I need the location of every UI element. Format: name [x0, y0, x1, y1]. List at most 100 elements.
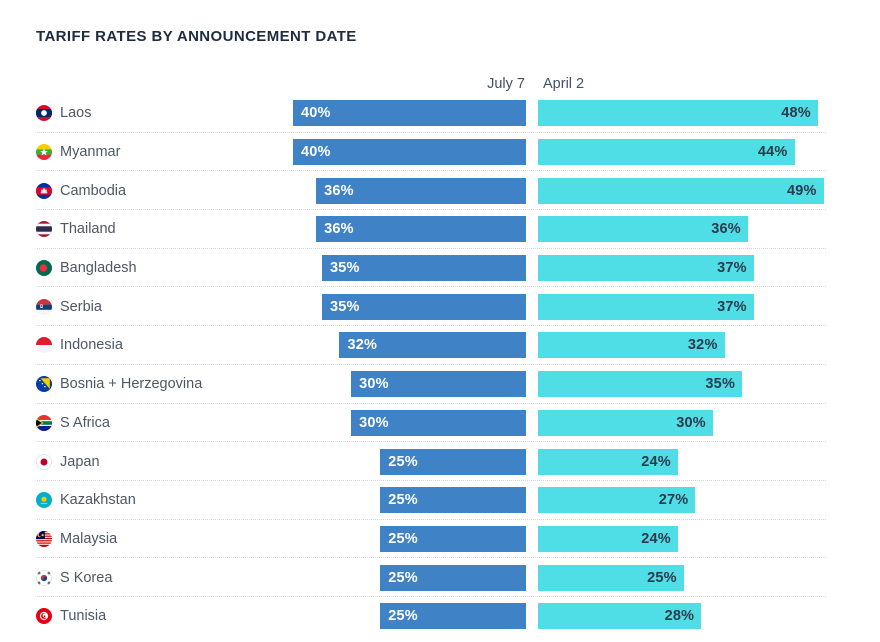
thailand-flag-icon	[36, 221, 52, 238]
july7-bar: 35%	[321, 255, 526, 282]
april2-bar: 25%	[538, 564, 684, 591]
april2-bar: 48%	[538, 100, 818, 127]
july7-bar: 25%	[380, 564, 526, 591]
country-cell: S Korea	[36, 569, 281, 586]
s-korea-flag-icon	[36, 569, 52, 586]
april2-bar: 49%	[538, 177, 824, 204]
july7-bar: 40%	[293, 139, 526, 166]
april2-bar: 44%	[538, 139, 795, 166]
country-label: Japan	[60, 453, 100, 470]
tunisia-flag-icon	[36, 608, 52, 625]
april2-bar: 37%	[538, 293, 754, 320]
july7-value-label: 30%	[359, 376, 389, 393]
july7-value-label: 35%	[329, 260, 360, 277]
country-cell: Laos	[36, 105, 281, 122]
country-cell: Bangladesh	[36, 260, 281, 277]
s-korea-flag-icon	[36, 569, 52, 586]
japan-flag-icon	[36, 453, 52, 470]
myanmar-flag-icon	[36, 144, 52, 161]
country-cell: Bosnia + Herzegovina	[36, 376, 281, 393]
july7-value-label: 25%	[388, 569, 418, 586]
row-japan: Japan 25% 24%	[36, 442, 880, 481]
row-thailand: Thailand 36% 36%	[36, 210, 880, 249]
laos-flag-icon	[36, 105, 52, 122]
july7-bar: 25%	[380, 603, 526, 630]
series-header-july7: July 7	[487, 76, 525, 92]
country-label: Bosnia + Herzegovina	[60, 376, 203, 393]
april2-value-label: 27%	[658, 492, 689, 509]
july7-value-label: 40%	[301, 105, 331, 122]
column-headers: July 7 April 2	[36, 72, 880, 92]
april2-bar: 32%	[538, 332, 725, 359]
april2-bar: 24%	[538, 525, 678, 552]
kazakhstan-flag-icon	[36, 492, 52, 509]
chart-title: TARIFF RATES BY ANNOUNCEMENT DATE	[36, 28, 357, 45]
row-indonesia: Indonesia 32% 32%	[36, 326, 880, 365]
july7-value-label: 36%	[324, 221, 354, 238]
april2-bar: 24%	[538, 448, 678, 475]
country-cell: Japan	[36, 453, 281, 470]
july7-bar: 30%	[351, 409, 526, 436]
july7-bar: 25%	[380, 525, 526, 552]
country-label: Myanmar	[60, 144, 121, 161]
country-label: Tunisia	[60, 608, 107, 625]
july7-bar: 32%	[339, 332, 526, 359]
malaysia-flag-icon	[36, 530, 52, 547]
row-laos: Laos 40% 48%	[36, 94, 880, 133]
row-malaysia: Malaysia 25% 24%	[36, 520, 880, 559]
bosnia-flag-icon	[36, 376, 52, 393]
row-s-korea: S Korea 25% 25%	[36, 558, 880, 597]
country-label: Indonesia	[60, 337, 123, 354]
indonesia-flag-icon	[36, 337, 52, 354]
s-africa-flag-icon	[36, 414, 52, 431]
country-label: Serbia	[60, 298, 102, 315]
july7-value-label: 25%	[388, 453, 418, 470]
april2-bar: 27%	[538, 487, 696, 514]
myanmar-flag-icon	[36, 144, 52, 161]
s-africa-flag-icon	[36, 414, 52, 431]
april2-bar: 30%	[538, 409, 713, 436]
country-cell: Tunisia	[36, 608, 281, 625]
july7-value-label: 32%	[347, 337, 378, 354]
april2-value-label: 24%	[641, 530, 671, 547]
cambodia-flag-icon	[36, 182, 52, 199]
april2-value-label: 44%	[757, 144, 788, 161]
row-bosnia-herzegovina: Bosnia + Herzegovina 30% 35%	[36, 365, 880, 404]
april2-bar: 28%	[538, 603, 702, 630]
chart-rows: Laos 40% 48% Myanmar 40% 44%	[36, 94, 880, 636]
april2-value-label: 24%	[641, 453, 671, 470]
laos-flag-icon	[36, 105, 52, 122]
row-s-africa: S Africa 30% 30%	[36, 404, 880, 443]
april2-value-label: 30%	[676, 414, 706, 431]
country-cell: Malaysia	[36, 530, 281, 547]
july7-value-label: 30%	[359, 414, 389, 431]
country-label: Cambodia	[60, 182, 127, 199]
april2-value-label: 32%	[687, 337, 718, 354]
row-bangladesh: Bangladesh 35% 37%	[36, 249, 880, 288]
thailand-flag-icon	[36, 221, 52, 238]
country-cell: Myanmar	[36, 144, 281, 161]
kazakhstan-flag-icon	[36, 492, 52, 509]
country-cell: Indonesia	[36, 337, 281, 354]
april2-value-label: 37%	[717, 260, 747, 277]
country-cell: Kazakhstan	[36, 492, 281, 509]
april2-value-label: 35%	[705, 376, 736, 393]
japan-flag-icon	[36, 453, 52, 470]
april2-bar: 36%	[538, 216, 748, 243]
row-cambodia: Cambodia 36% 49%	[36, 171, 880, 210]
country-label: Bangladesh	[60, 260, 137, 277]
series-header-april2: April 2	[543, 76, 585, 92]
april2-value-label: 49%	[787, 182, 817, 199]
july7-value-label: 25%	[388, 530, 418, 547]
july7-bar: 25%	[380, 448, 526, 475]
april2-value-label: 48%	[781, 105, 811, 122]
april2-value-label: 25%	[647, 569, 677, 586]
april2-bar: 37%	[538, 255, 754, 282]
row-kazakhstan: Kazakhstan 25% 27%	[36, 481, 880, 520]
country-cell: Cambodia	[36, 182, 281, 199]
country-label: S Korea	[60, 569, 113, 586]
april2-value-label: 28%	[664, 608, 695, 625]
july7-bar: 36%	[316, 177, 526, 204]
country-label: Laos	[60, 105, 92, 122]
